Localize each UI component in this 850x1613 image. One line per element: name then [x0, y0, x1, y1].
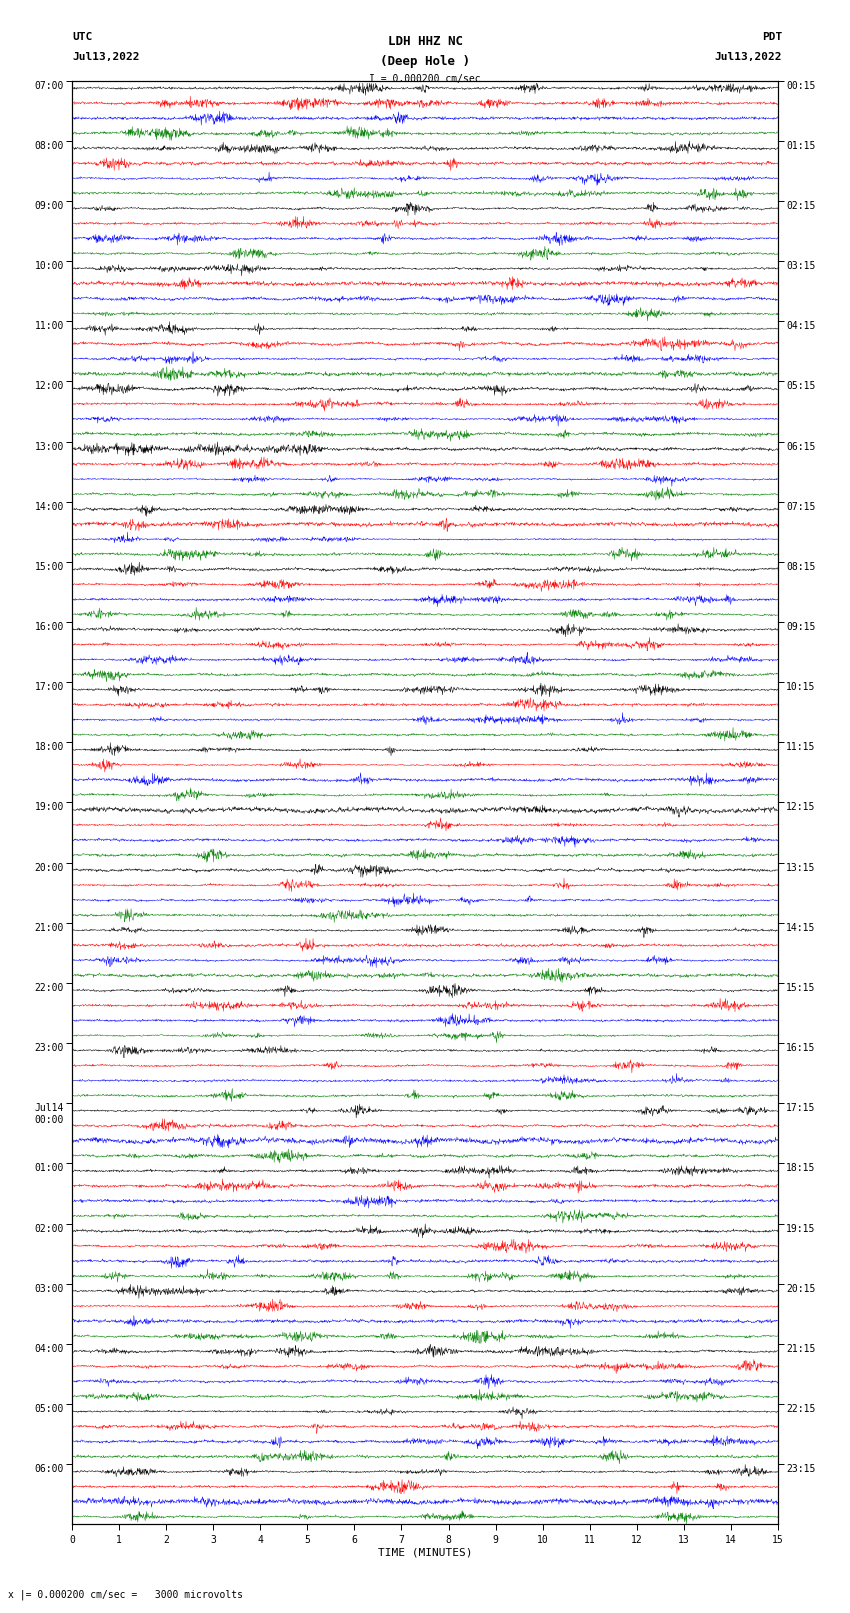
- Text: UTC: UTC: [72, 32, 93, 42]
- Text: x |= 0.000200 cm/sec =   3000 microvolts: x |= 0.000200 cm/sec = 3000 microvolts: [8, 1589, 243, 1600]
- X-axis label: TIME (MINUTES): TIME (MINUTES): [377, 1547, 473, 1558]
- Text: Jul13,2022: Jul13,2022: [72, 52, 139, 61]
- Text: (Deep Hole ): (Deep Hole ): [380, 55, 470, 68]
- Text: LDH HHZ NC: LDH HHZ NC: [388, 35, 462, 48]
- Text: Jul13,2022: Jul13,2022: [715, 52, 782, 61]
- Text: I = 0.000200 cm/sec: I = 0.000200 cm/sec: [369, 74, 481, 84]
- Text: PDT: PDT: [762, 32, 782, 42]
